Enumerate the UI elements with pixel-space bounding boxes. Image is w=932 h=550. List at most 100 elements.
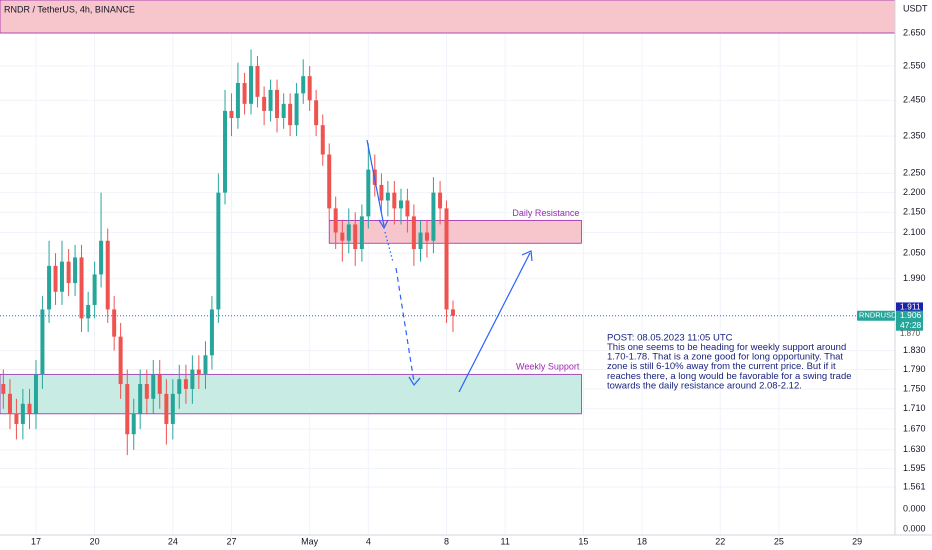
candle-body [418, 232, 423, 250]
arrow [395, 267, 415, 383]
y-tick-label: 2.350 [903, 130, 926, 140]
candle-body [288, 103, 293, 126]
candle-body [14, 413, 19, 424]
candle-body [262, 96, 267, 111]
candle-body [125, 384, 130, 435]
candle-body [164, 393, 169, 424]
y-tick-label: 0.000 [903, 503, 926, 513]
candle-body [33, 374, 38, 414]
candle-body [216, 192, 221, 310]
candle-body [118, 336, 123, 385]
annotation-line: This one seems to be heading for weekly … [607, 342, 846, 353]
y-tick-label: 2.250 [903, 168, 926, 178]
candle-body [301, 76, 306, 94]
y-tick-label: 1.561 [903, 481, 926, 491]
x-tick-label: 8 [444, 536, 449, 546]
candle-body [333, 208, 338, 233]
candle-body [411, 216, 416, 250]
y-tick-label: 2.100 [903, 227, 926, 237]
candle-body [353, 224, 358, 250]
candle-body [79, 257, 84, 319]
chart-title: RNDR / TetherUS, 4h, BINANCE [4, 4, 135, 14]
y-tick-label: 1.670 [903, 423, 926, 433]
price-badge [896, 302, 923, 313]
candle-body [405, 200, 410, 217]
x-tick-label: 15 [578, 536, 588, 546]
zone-label: Weekly Support [516, 362, 580, 372]
x-tick-label: May [301, 536, 319, 546]
annotation-line: reaches there, a long would be favorable… [607, 371, 852, 382]
candle-body [66, 261, 71, 284]
candle-body [392, 192, 397, 209]
annotation-line: towards the daily resistance around 2.08… [607, 380, 802, 391]
candle-body [73, 257, 78, 284]
candle-body [203, 355, 208, 375]
candle-body [431, 192, 436, 241]
candle-body [1, 384, 6, 394]
x-tick-label: 18 [637, 536, 647, 546]
annotation-line: 1.70-1.78. That is a zone good for long … [607, 352, 843, 363]
candle-body [144, 384, 149, 399]
candle-body [268, 89, 273, 111]
y-tick-label: 2.050 [903, 248, 926, 258]
hidden-price-label: 1.870 [900, 329, 921, 338]
candle-body [398, 200, 403, 209]
candle-body [229, 110, 234, 119]
y-tick-label: 0.000 [903, 523, 926, 533]
x-tick-label: 25 [774, 536, 784, 546]
y-tick-label: 2.550 [903, 60, 926, 70]
candle-body [47, 265, 52, 310]
candle-body [53, 265, 58, 292]
candle-body [223, 110, 228, 193]
annotation-line: zone is still 6-10% away from the curren… [607, 361, 836, 372]
candle-body [255, 66, 260, 97]
zones: Daily Resistance Weekly Support [0, 0, 896, 415]
y-tick-label: 1.595 [903, 463, 926, 473]
candle-body [112, 309, 117, 337]
candle-body [86, 304, 91, 319]
y-tick-label: 2.650 [903, 27, 926, 37]
x-tick-label: 22 [715, 536, 725, 546]
candle-body [151, 374, 156, 399]
countdown-label: 47:28 [900, 320, 922, 330]
x-tick-label: 29 [852, 536, 862, 546]
candle-body [366, 169, 371, 217]
arrow [458, 252, 531, 393]
candle-body [450, 309, 455, 316]
arrow [366, 139, 385, 227]
candle-body [294, 93, 299, 126]
candle-body [242, 82, 247, 104]
last-price-label: 1.906 [900, 310, 922, 320]
candle-body [424, 232, 429, 241]
y-tick-label: 1.710 [903, 403, 926, 413]
candle-body [346, 224, 351, 241]
x-tick-label: 24 [168, 536, 178, 546]
zone-label: Daily Resistance [512, 208, 579, 218]
y-tick-label: 1.830 [903, 345, 926, 355]
candle-body [170, 393, 175, 424]
zone [328, 219, 582, 244]
y-tick-label: 1.630 [903, 444, 926, 454]
candle-body [275, 89, 280, 119]
y-tick-label: 1.990 [903, 273, 926, 283]
y-tick-label: 1.750 [903, 383, 926, 393]
candle-body [138, 384, 143, 414]
x-tick-label: 27 [226, 536, 236, 546]
currency-label: USDT [903, 3, 928, 13]
candle-body [327, 154, 332, 209]
axes: 2.650 2.550 2.450 2.350 2.250 2.200 2.150 2.100… [31, 27, 926, 546]
candle-body [157, 374, 162, 394]
arrow-head [408, 376, 421, 387]
candle-body [92, 274, 97, 305]
y-tick-label: 2.450 [903, 95, 926, 105]
annotation-line: POST: 08.05.2023 11:05 UTC [607, 332, 733, 343]
candle-body [209, 309, 214, 356]
candle-body [20, 403, 25, 424]
zone [0, 373, 582, 415]
candle-body [99, 240, 104, 275]
candle-body [105, 240, 110, 310]
candle-body [196, 369, 201, 375]
candle-body [281, 103, 286, 119]
candle-body [249, 66, 254, 104]
